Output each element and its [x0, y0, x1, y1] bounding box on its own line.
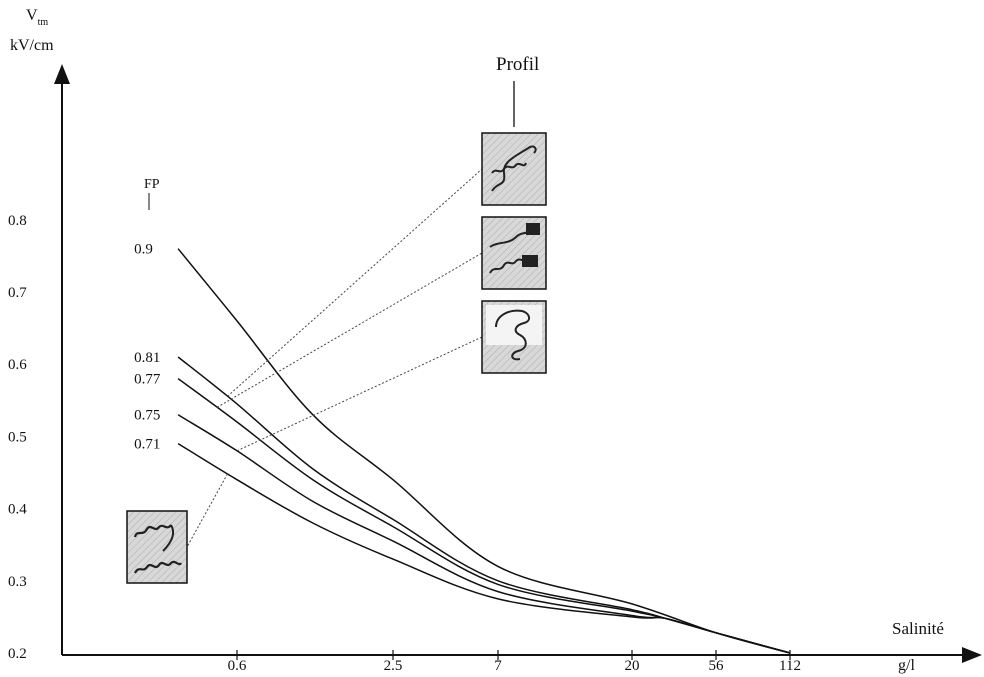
y-tick-label: 0.7 [8, 285, 27, 301]
y-axis-unit-label: kV/cm [10, 37, 54, 54]
series-curve-0-77 [177, 377, 791, 654]
x-axis-arrow-icon [962, 647, 982, 663]
y-tick-label: 0.6 [8, 357, 27, 373]
profile-shape-icon [491, 145, 537, 192]
x-tick-label: 2.5 [384, 658, 403, 674]
leader-line [216, 252, 483, 408]
x-axis-unit-label: g/l [898, 657, 915, 674]
y-ticks: 0.2 0.3 0.4 0.5 0.6 0.7 0.8 [8, 213, 27, 662]
series-label: 0.81 [134, 350, 160, 366]
y-axis-arrow-icon [54, 64, 70, 84]
leader-line [186, 473, 228, 548]
y-axis-label-subscript: tm [38, 17, 49, 28]
y-tick-label: 0.3 [8, 574, 27, 590]
series-curve-0-81 [177, 356, 791, 654]
x-tick-label: 112 [779, 658, 801, 674]
series-curve-0-71 [177, 442, 791, 654]
fp-label: FP [144, 177, 160, 192]
profile-thumbnail-2 [481, 216, 547, 290]
series-label: 0.71 [134, 437, 160, 453]
leader-line [236, 336, 483, 452]
series-labels: 0.9 0.81 0.77 0.75 0.71 [134, 242, 161, 453]
profile-thumbnail-1 [481, 132, 547, 206]
profile-leader-lines [186, 168, 483, 548]
leader-line [227, 168, 483, 397]
x-axis-label: Salinité [892, 619, 944, 638]
profile-thumbnail-4 [126, 510, 188, 584]
x-tick-label: 7 [494, 658, 502, 674]
x-tick-label: 20 [625, 658, 640, 674]
series-curve-0-75 [177, 414, 791, 654]
y-tick-label: 0.5 [8, 429, 27, 445]
profile-label: Profil [496, 54, 539, 75]
x-tick-label: 0.6 [228, 658, 247, 674]
series-curve-0-9 [177, 248, 791, 654]
profile-shape-icon [495, 309, 530, 361]
y-tick-label: 0.4 [8, 502, 27, 518]
profile-thumbnail-3 [481, 300, 547, 374]
y-tick-label: 0.2 [8, 646, 27, 662]
x-tick-label: 56 [709, 658, 725, 674]
profile-shape-icon [489, 228, 535, 248]
profile-shape-icon [133, 524, 172, 538]
series-label: 0.77 [134, 372, 161, 388]
series-curves [177, 248, 791, 654]
x-ticks: 0.6 2.5 7 20 56 112 [228, 650, 801, 674]
y-tick-label: 0.8 [8, 213, 27, 229]
series-label: 0.75 [134, 408, 160, 424]
y-axis-label-main: V [26, 7, 38, 24]
y-axis-label: Vtm [26, 7, 48, 28]
series-label: 0.9 [134, 242, 153, 258]
